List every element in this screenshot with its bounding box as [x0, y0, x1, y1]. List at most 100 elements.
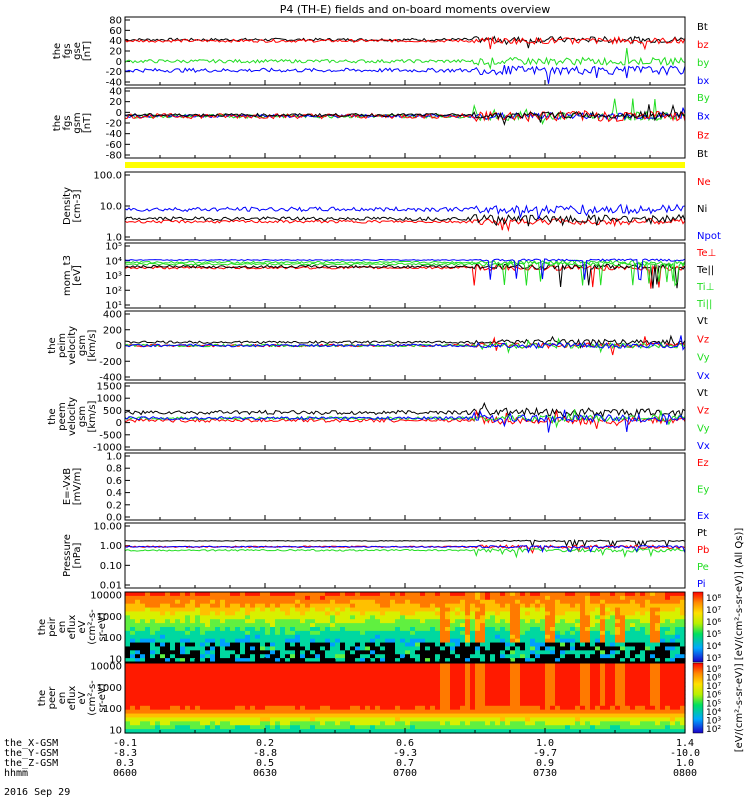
- spectrogram-cell: [180, 678, 186, 684]
- spectrogram-cell: [395, 729, 401, 734]
- spectrogram-cell: [560, 725, 566, 730]
- spectrogram-cell: [665, 642, 671, 648]
- spectrogram-cell: [355, 611, 361, 616]
- spectrogram-cell: [400, 634, 406, 640]
- spectrogram-cell: [235, 638, 241, 644]
- spectrogram-cell: [310, 694, 316, 699]
- spectrogram-cell: [450, 690, 456, 695]
- spectrogram-cell: [680, 725, 686, 730]
- spectrogram-cell: [495, 694, 501, 699]
- spectrogram-cell: [320, 666, 326, 672]
- spectrogram-cell: [555, 666, 561, 672]
- spectrogram-cell: [465, 670, 471, 676]
- spectrogram-cell: [150, 701, 156, 707]
- spectrogram-cell: [375, 717, 381, 722]
- series-line-by: [124, 47, 686, 71]
- spectrogram-cell: [185, 729, 191, 734]
- spectrogram-cell: [400, 674, 406, 680]
- spectrogram-cell: [135, 654, 141, 659]
- y-tick-label: 0.0: [106, 513, 122, 524]
- spectrogram-cell: [560, 619, 566, 624]
- spectrogram-cell: [205, 634, 211, 640]
- spectrogram-cell: [550, 611, 556, 616]
- spectrogram-cell: [165, 638, 171, 644]
- spectrogram-cell: [155, 701, 161, 707]
- spectrogram-cell: [560, 686, 566, 691]
- spectrogram-cell: [300, 595, 306, 601]
- spectrogram-cell: [500, 686, 506, 691]
- spectrogram-cell: [495, 729, 501, 734]
- spectrogram-cell: [620, 701, 626, 707]
- spectrogram-cell: [335, 595, 341, 601]
- spectrogram-cell: [560, 666, 566, 672]
- spectrogram-cell: [270, 663, 276, 668]
- spectrogram-cell: [280, 627, 286, 632]
- series-line-Vt: [124, 401, 686, 419]
- spectrogram-cell: [310, 682, 316, 687]
- spectrogram-cell: [140, 705, 146, 711]
- density-frame: [124, 171, 686, 241]
- spectrogram-cell: [380, 619, 386, 624]
- spectrogram-cell: [675, 607, 681, 613]
- spectrogram-cell: [625, 663, 631, 668]
- spectrogram-cell: [275, 674, 281, 680]
- spectrogram-cell: [465, 713, 471, 719]
- spectrogram-cell: [155, 713, 161, 719]
- spectrogram-cell: [440, 678, 446, 684]
- spectrogram-cell: [335, 698, 341, 703]
- spectrogram-cell: [380, 670, 386, 676]
- spectrogram-cell: [415, 682, 421, 687]
- spectrogram-cell: [175, 729, 181, 734]
- spectrogram-cell: [215, 627, 221, 632]
- spectrogram-cell: [320, 729, 326, 734]
- spectrogram-cell: [170, 592, 176, 597]
- y-axis-label: eV: [77, 620, 88, 633]
- spectrogram-cell: [360, 713, 366, 719]
- spectrogram-cell: [260, 705, 266, 711]
- spectrogram-cell: [200, 615, 206, 620]
- y-axis-label: eflux: [67, 615, 78, 640]
- spectrogram-cell: [270, 721, 276, 726]
- spectrogram-cell: [335, 607, 341, 613]
- spectrogram-cell: [485, 592, 491, 597]
- spectrogram-cell: [605, 713, 611, 719]
- spectrogram-cell: [260, 658, 266, 663]
- spectrogram-cell: [310, 611, 316, 616]
- spectrogram-cell: [540, 619, 546, 624]
- spectrogram-cell: [170, 619, 176, 624]
- spectrogram-cell: [200, 729, 206, 734]
- spectrogram-cell: [245, 638, 251, 644]
- spectrogram-cell: [315, 705, 321, 711]
- spectrogram-cell: [360, 682, 366, 687]
- spectrogram-cell: [245, 630, 251, 636]
- spectrogram-cell: [640, 713, 646, 719]
- spectrogram-cell: [335, 599, 341, 605]
- spectrogram-cell: [465, 705, 471, 711]
- spectrogram-cell: [455, 729, 461, 734]
- spectrogram-cell: [580, 713, 586, 719]
- spectrogram-cell: [210, 619, 216, 624]
- spectrogram-cell: [555, 705, 561, 711]
- spectrogram-cell: [200, 678, 206, 684]
- spectrogram-cell: [520, 729, 526, 734]
- spectrogram-cell: [385, 599, 391, 605]
- spectrogram-cell: [135, 595, 141, 601]
- spectrogram-cell: [590, 686, 596, 691]
- spectrogram-cell: [575, 630, 581, 636]
- spectrogram-cell: [310, 721, 316, 726]
- spectrogram-cell: [460, 717, 466, 722]
- spectrogram-cell: [295, 646, 301, 651]
- spectrogram-cell: [390, 607, 396, 613]
- y-tick-label: 10⁵: [105, 242, 122, 253]
- y-axis-label: [eV]: [72, 265, 83, 286]
- spectrogram-cell: [235, 623, 241, 628]
- spectrogram-cell: [370, 630, 376, 636]
- spectrogram-cell: [540, 674, 546, 680]
- spectrogram-cell: [260, 619, 266, 624]
- spectrogram-cell: [575, 678, 581, 684]
- spectrogram-cell: [410, 686, 416, 691]
- spectrogram-cell: [640, 721, 646, 726]
- spectrogram-cell: [510, 725, 516, 730]
- spectrogram-cell: [535, 701, 541, 707]
- legend-entry: Npot: [697, 231, 721, 242]
